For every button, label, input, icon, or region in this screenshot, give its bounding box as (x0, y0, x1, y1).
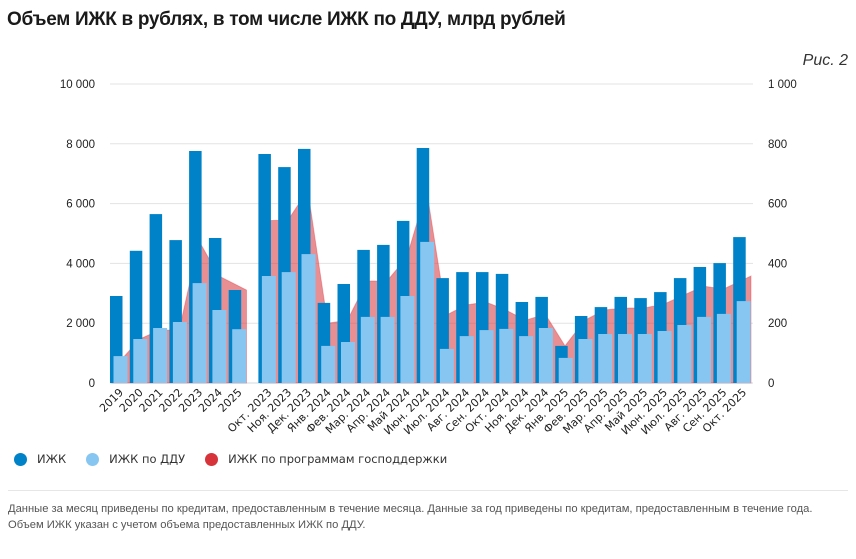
bar-izhk-ddu (598, 334, 613, 383)
legend-swatch (205, 452, 219, 466)
legend-label: ИЖК (37, 452, 67, 466)
bar-izhk-ddu (618, 334, 632, 383)
bar-izhk-ddu (420, 241, 435, 383)
chart-title: Объем ИЖК в рублях, в том числе ИЖК по Д… (7, 9, 566, 30)
right-tick-label: 200 (768, 318, 787, 330)
legend-item-izhk-ddu: ИЖК по ДДУ (86, 452, 185, 466)
bar-izhk-ddu (380, 316, 395, 383)
bar-izhk-ddu (301, 254, 316, 383)
bar-izhk-ddu (657, 331, 672, 383)
bar-izhk-ddu (153, 328, 168, 383)
bar-izhk-ddu (192, 283, 207, 383)
right-tick-label: 600 (768, 199, 787, 211)
bar-izhk-ddu (113, 356, 128, 383)
legend-label: ИЖК по программам господдержки (228, 452, 448, 466)
footnote: Данные за месяц приведены по кредитам, п… (8, 503, 813, 531)
bar-izhk-ddu (400, 296, 415, 383)
right-tick-label: 800 (768, 139, 787, 151)
bar-izhk-ddu (360, 316, 375, 383)
right-tick-label: 400 (768, 258, 787, 270)
bar-series (110, 148, 751, 383)
bar-izhk-ddu (261, 276, 276, 383)
left-tick-label: 6 000 (66, 199, 95, 211)
bar-izhk-ddu (459, 336, 474, 383)
bar-izhk-ddu (479, 330, 494, 383)
legend-swatch (86, 452, 100, 466)
bar-izhk-ddu (716, 313, 731, 383)
bar-izhk-ddu (439, 348, 454, 383)
right-y-axis: 0 200 400 600 800 1 000 (768, 79, 797, 390)
left-tick-label: 4 000 (66, 258, 95, 270)
bar-izhk-ddu (232, 329, 247, 383)
left-tick-label: 8 000 (66, 139, 95, 151)
chart: 0 2 000 4 000 6 000 8 000 10 000 0 200 400 600 80… (60, 79, 797, 437)
legend-item-izhk: ИЖК (14, 452, 66, 466)
left-tick-label: 2 000 (66, 318, 95, 330)
bar-izhk-ddu (499, 328, 514, 383)
bar-izhk-ddu (558, 357, 573, 383)
left-tick-label: 10 000 (60, 79, 95, 91)
bar-izhk-ddu (578, 339, 593, 383)
bar-izhk-ddu (697, 316, 712, 383)
legend-item-gov-support: ИЖК по программам господдержки (205, 452, 447, 466)
right-tick-label: 0 (768, 378, 774, 390)
bar-izhk-ddu (519, 336, 534, 383)
bar-izhk-ddu (637, 334, 652, 383)
right-tick-label: 1 000 (768, 79, 797, 91)
bar-izhk-ddu (172, 322, 187, 383)
divider (8, 490, 848, 491)
bar-izhk-ddu (281, 272, 296, 383)
bar-izhk-ddu (341, 342, 355, 383)
bar-izhk-ddu (677, 325, 692, 383)
left-y-axis: 0 2 000 4 000 6 000 8 000 10 000 (60, 79, 95, 390)
bar-izhk-ddu (736, 301, 751, 383)
bar-izhk-ddu (538, 328, 553, 383)
legend-swatch (14, 452, 27, 466)
left-tick-label: 0 (89, 378, 95, 390)
bar-izhk-ddu (212, 310, 227, 383)
bar-izhk-ddu (133, 339, 148, 383)
legend: ИЖК ИЖК по ДДУ ИЖК по программам господд… (14, 452, 467, 466)
bar-izhk-ddu (321, 345, 336, 383)
figure-label: Рис. 2 (802, 52, 848, 69)
legend-label: ИЖК по ДДУ (109, 452, 186, 466)
